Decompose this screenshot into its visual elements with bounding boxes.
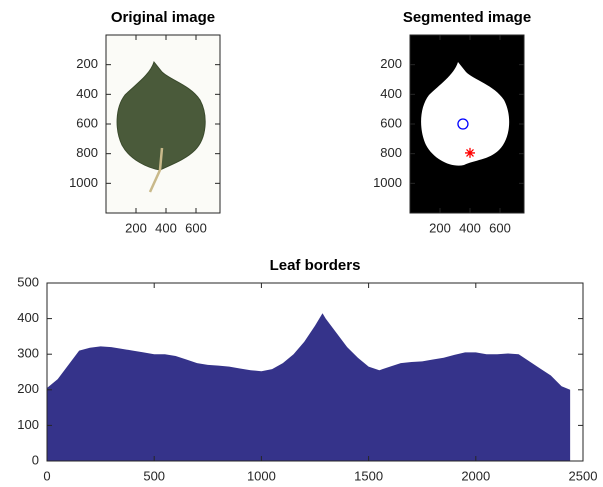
y-tick-label: 800	[76, 145, 98, 160]
y-tick-label: 1000	[69, 175, 98, 190]
subplot-title: Leaf borders	[270, 257, 361, 274]
figure: Original image2004006008001000200400600S…	[0, 0, 603, 487]
y-tick-label: 0	[32, 452, 39, 467]
subplot-title: Original image	[111, 9, 215, 26]
marker-star	[465, 148, 475, 158]
x-tick-label: 400	[459, 220, 481, 235]
original-image	[106, 35, 220, 213]
y-tick-label: 400	[380, 86, 402, 101]
y-tick-label: 400	[76, 86, 98, 101]
x-tick-label: 0	[43, 468, 50, 483]
y-tick-label: 600	[380, 115, 402, 130]
x-tick-label: 400	[155, 220, 177, 235]
x-tick-label: 2500	[569, 468, 598, 483]
y-tick-label: 1000	[373, 175, 402, 190]
x-tick-label: 200	[125, 220, 147, 235]
x-tick-label: 2000	[461, 468, 490, 483]
y-tick-label: 600	[76, 115, 98, 130]
y-tick-label: 500	[17, 274, 39, 289]
x-tick-label: 1500	[354, 468, 383, 483]
y-tick-label: 400	[17, 310, 39, 325]
y-tick-label: 800	[380, 145, 402, 160]
x-tick-label: 500	[143, 468, 165, 483]
y-tick-label: 300	[17, 346, 39, 361]
segmented-image	[410, 35, 524, 213]
y-tick-label: 200	[17, 381, 39, 396]
subplot-title: Segmented image	[403, 9, 531, 26]
x-tick-label: 200	[429, 220, 451, 235]
y-tick-label: 100	[17, 417, 39, 432]
x-tick-label: 600	[489, 220, 511, 235]
x-tick-label: 600	[185, 220, 207, 235]
y-tick-label: 200	[380, 56, 402, 71]
y-tick-label: 200	[76, 56, 98, 71]
x-tick-label: 1000	[247, 468, 276, 483]
